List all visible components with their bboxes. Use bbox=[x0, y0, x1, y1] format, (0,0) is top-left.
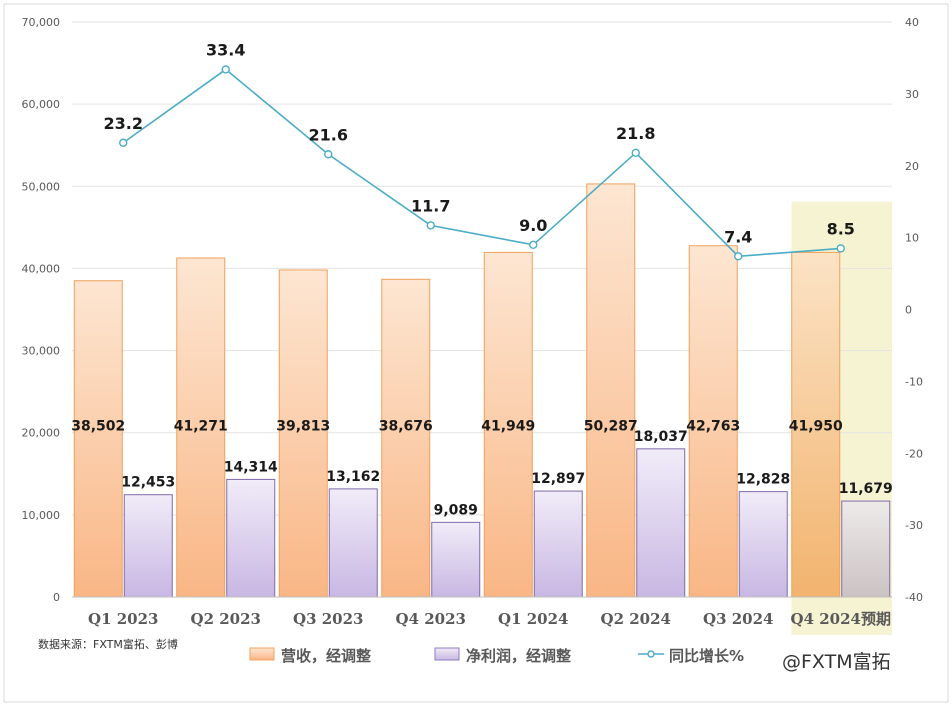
y2-tick-label: 40 bbox=[905, 16, 919, 29]
x-tick-label: Q3 2024 bbox=[703, 610, 773, 628]
x-tick-label: Q3 2023 bbox=[293, 610, 363, 628]
data-label-yoy: 11.7 bbox=[411, 196, 450, 215]
bar-revenue bbox=[483, 251, 533, 598]
data-label-revenue: 42,763 bbox=[686, 419, 740, 435]
data-label-yoy: 23.2 bbox=[104, 114, 143, 133]
x-tick-label: Q2 2023 bbox=[191, 610, 261, 628]
x-tick-label: Q4 2024预期 bbox=[791, 610, 891, 628]
point-yoy bbox=[426, 221, 435, 230]
bar-revenue bbox=[73, 280, 123, 598]
y-tick-label: 20,000 bbox=[22, 427, 61, 440]
data-label-net-profit: 13,162 bbox=[326, 469, 380, 485]
data-label-yoy: 21.8 bbox=[616, 124, 655, 143]
y-tick-label: 70,000 bbox=[22, 16, 61, 29]
data-label-yoy: 21.6 bbox=[309, 125, 348, 144]
point-yoy bbox=[836, 244, 845, 253]
y2-tick-label: 0 bbox=[905, 304, 912, 317]
legend-label-net-profit: 净利润，经调整 bbox=[466, 647, 571, 665]
y-tick-label: 50,000 bbox=[22, 180, 61, 193]
data-label-net-profit: 18,037 bbox=[634, 429, 688, 445]
point-yoy bbox=[529, 240, 538, 250]
point-yoy bbox=[631, 148, 640, 158]
bar-revenue bbox=[586, 183, 636, 598]
x-tick-label: Q2 2024 bbox=[601, 610, 671, 628]
bar-revenue bbox=[381, 278, 431, 598]
y2-tick-label: -10 bbox=[905, 375, 923, 388]
data-label-net-profit: 9,089 bbox=[434, 502, 478, 518]
y-tick-label: 10,000 bbox=[22, 509, 61, 522]
y2-tick-label: 30 bbox=[905, 88, 919, 101]
data-label-revenue: 41,271 bbox=[174, 419, 228, 435]
data-label-net-profit: 11,679 bbox=[839, 481, 893, 497]
data-label-net-profit: 12,897 bbox=[531, 471, 585, 487]
bar-revenue bbox=[791, 251, 841, 598]
data-label-revenue: 41,949 bbox=[481, 419, 535, 435]
line-yoy bbox=[122, 68, 841, 258]
data-label-revenue: 41,950 bbox=[789, 419, 843, 435]
source-note: 数据来源：FXTM富拓、彭博 bbox=[38, 637, 178, 651]
legend-swatch-revenue bbox=[249, 647, 275, 661]
bar-net-profit bbox=[226, 478, 276, 598]
bar-net-profit bbox=[738, 491, 788, 598]
data-label-yoy: 9.0 bbox=[519, 216, 547, 235]
bar-net-profit bbox=[328, 488, 378, 598]
data-label-revenue: 39,813 bbox=[276, 419, 330, 435]
legend-swatch-net-profit bbox=[434, 647, 460, 661]
data-label-net-profit: 12,453 bbox=[121, 475, 175, 491]
bar-net-profit bbox=[841, 500, 891, 598]
legend-label-revenue: 营收，经调整 bbox=[281, 647, 371, 665]
y-tick-label: 30,000 bbox=[22, 345, 61, 358]
bar-net-profit bbox=[431, 521, 481, 598]
point-yoy bbox=[119, 138, 128, 147]
point-yoy bbox=[324, 150, 333, 159]
bar-net-profit bbox=[123, 494, 173, 598]
x-tick-label: Q4 2023 bbox=[396, 610, 466, 628]
data-label-yoy: 7.4 bbox=[724, 227, 752, 246]
bar-net-profit bbox=[533, 490, 583, 598]
point-yoy bbox=[221, 65, 230, 74]
data-label-yoy: 33.4 bbox=[206, 40, 245, 59]
y2-tick-label: -40 bbox=[905, 591, 923, 604]
y-tick-label: 40,000 bbox=[22, 262, 61, 275]
watermark: @FXTM富拓 bbox=[782, 651, 891, 673]
x-tick-label: Q1 2023 bbox=[88, 610, 158, 628]
y-tick-label: 0 bbox=[53, 591, 60, 604]
bar-revenue bbox=[176, 257, 226, 598]
legend-label-yoy: 同比增长% bbox=[669, 647, 744, 665]
data-label-revenue: 38,502 bbox=[71, 419, 125, 435]
y2-tick-label: -30 bbox=[905, 519, 923, 532]
y2-tick-label: -20 bbox=[905, 447, 923, 460]
data-label-net-profit: 14,314 bbox=[224, 459, 278, 475]
point-yoy bbox=[734, 252, 743, 261]
data-label-yoy: 8.5 bbox=[827, 219, 855, 238]
y-tick-label: 60,000 bbox=[22, 98, 61, 111]
legend-marker-yoy bbox=[647, 650, 655, 658]
bar-net-profit bbox=[636, 448, 686, 598]
x-tick-label: Q1 2024 bbox=[498, 610, 568, 628]
y2-tick-label: 20 bbox=[905, 160, 919, 173]
data-label-net-profit: 12,828 bbox=[736, 472, 790, 488]
bar-revenue bbox=[688, 245, 738, 598]
y2-tick-label: 10 bbox=[905, 232, 919, 245]
data-label-revenue: 38,676 bbox=[379, 419, 433, 435]
data-label-revenue: 50,287 bbox=[584, 419, 638, 435]
